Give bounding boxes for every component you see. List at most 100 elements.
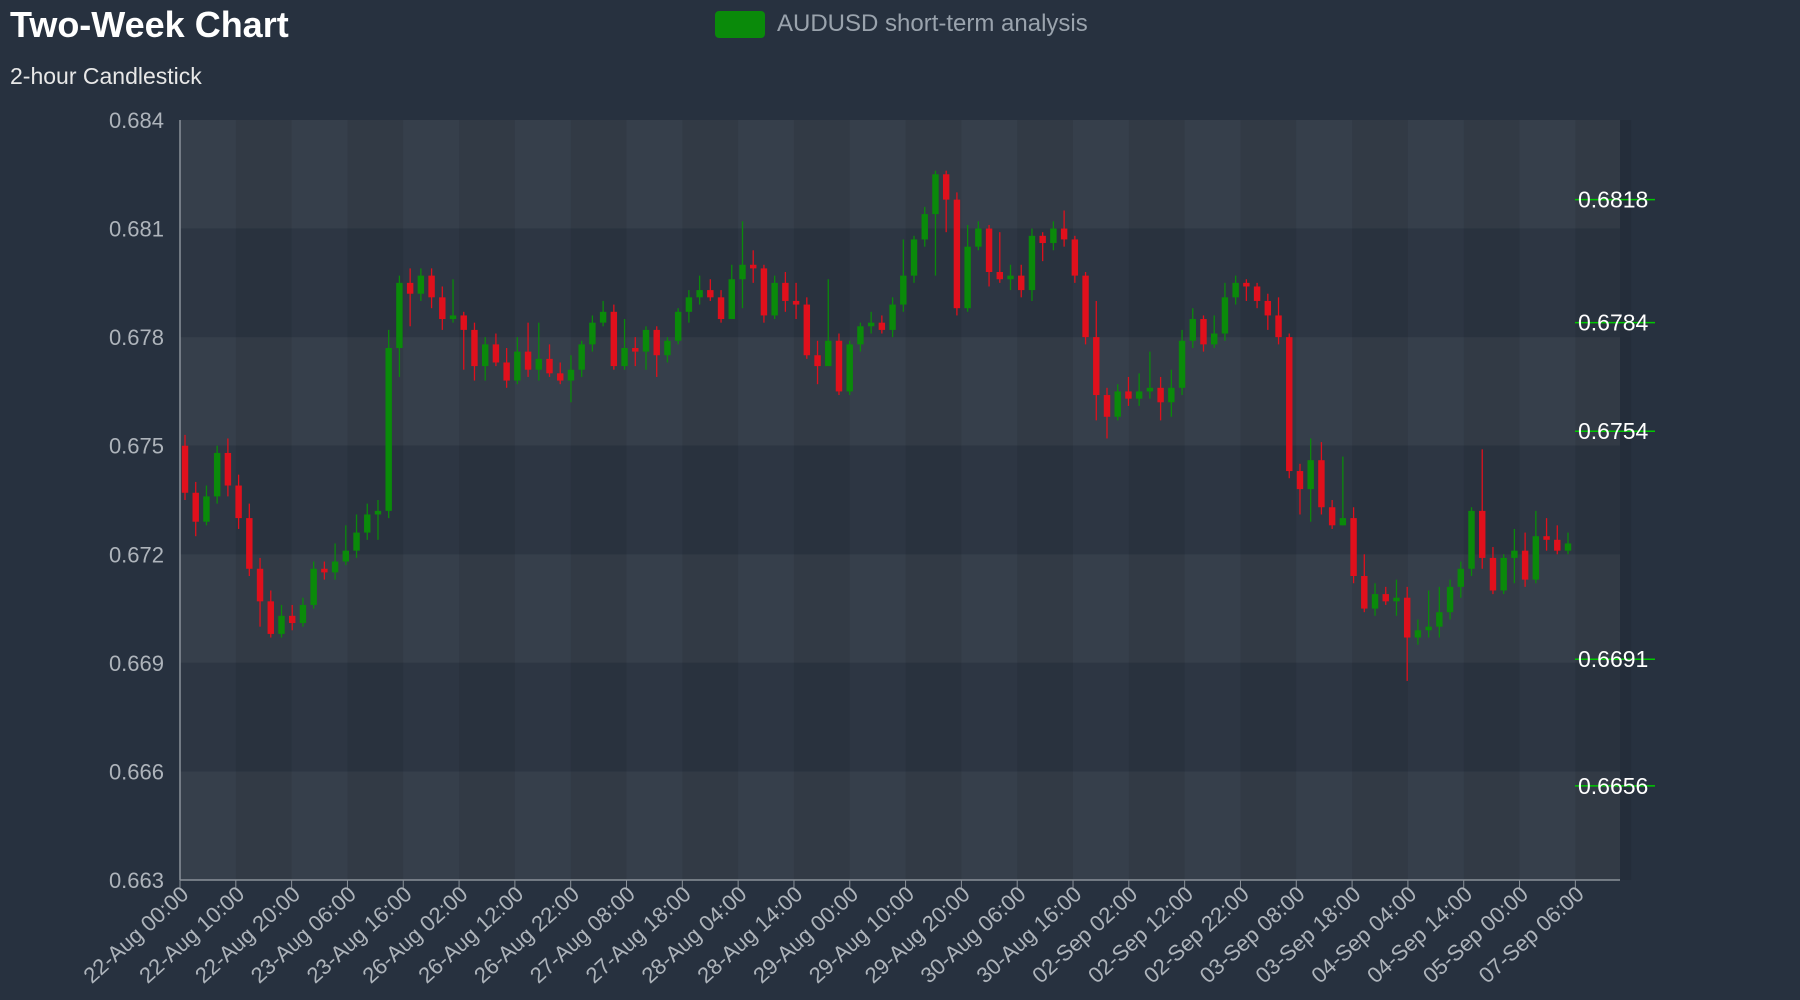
candle-body (953, 199, 961, 309)
candle-body (299, 604, 307, 624)
candle-body (1264, 300, 1272, 316)
candle-body (460, 315, 467, 330)
candle-body (996, 272, 1004, 280)
candle-body (1382, 594, 1389, 602)
candle-body (1103, 395, 1111, 417)
y-tick-label: 0.663 (109, 868, 164, 893)
candle-body (567, 369, 575, 381)
candle-body (278, 615, 285, 634)
candle-body (310, 568, 317, 605)
candle-body (696, 290, 703, 298)
candle-body (385, 348, 392, 511)
candle-body (1135, 391, 1143, 399)
candle-body (1007, 275, 1014, 280)
candle-body (235, 485, 242, 519)
candle-body (857, 326, 864, 345)
level-label: 0.6754 (1578, 418, 1649, 444)
vertical-band (1128, 120, 1185, 880)
candle-body (1361, 576, 1368, 609)
candle-body (610, 311, 618, 367)
y-tick-label: 0.672 (109, 542, 164, 567)
candle-body (578, 344, 585, 370)
candle-body (492, 344, 500, 363)
candle-body (1028, 235, 1036, 291)
candle-body (1511, 550, 1518, 558)
candle-body (932, 174, 939, 215)
vertical-band (793, 120, 850, 880)
candle-body (557, 373, 564, 381)
level-label: 0.6691 (1578, 646, 1648, 672)
plot-band (180, 120, 1620, 229)
candle-body (1307, 460, 1314, 490)
candle-body (1039, 235, 1046, 244)
candle-body (975, 228, 982, 247)
candle-body (589, 322, 596, 345)
vertical-band (1240, 120, 1297, 880)
candle-body (599, 311, 607, 323)
candle-body (546, 358, 553, 374)
candle-body (900, 275, 907, 305)
candle-body (1221, 297, 1229, 334)
candle-body (364, 514, 371, 533)
candle-body (396, 282, 403, 348)
candle-body (181, 445, 189, 493)
candle-body (707, 290, 714, 298)
candle-body (439, 297, 446, 320)
candle-body (428, 275, 435, 298)
candle-body (985, 228, 993, 272)
candle-body (621, 348, 628, 367)
candle-body (1446, 586, 1454, 613)
candle-body (535, 358, 543, 370)
legend[interactable]: AUDUSD short-term analysis (715, 10, 1088, 38)
candle-body (353, 532, 360, 551)
candle-body (835, 340, 843, 392)
y-tick-label: 0.666 (109, 759, 164, 784)
candle-body (471, 329, 478, 367)
candle-body (192, 492, 199, 522)
candle-body (1253, 286, 1261, 301)
candle-body (1468, 510, 1475, 569)
candle-body (814, 355, 821, 367)
candle-body (674, 311, 682, 341)
candle-body (267, 601, 274, 634)
candle-body (910, 239, 918, 276)
candle-body (1436, 612, 1443, 627)
candle-body (1114, 391, 1121, 417)
candle-body (728, 279, 735, 320)
vertical-band (1463, 120, 1520, 880)
candle-body (632, 348, 639, 352)
plot-band (180, 445, 1620, 555)
candle-body (1243, 282, 1250, 287)
candle-body (653, 329, 660, 356)
vertical-band (459, 120, 515, 880)
candle-body (942, 174, 950, 200)
candle-body (1564, 543, 1572, 551)
vertical-band (682, 120, 739, 880)
candle-body (1071, 239, 1079, 276)
candle-body (1425, 626, 1432, 631)
candle-body (846, 344, 853, 392)
candle-body (331, 561, 339, 573)
candle-body (1146, 387, 1154, 392)
level-label: 0.6656 (1578, 773, 1648, 799)
legend-swatch[interactable] (715, 10, 765, 38)
candle-body (1210, 333, 1218, 345)
candle-body (1500, 557, 1507, 591)
legend-label[interactable]: AUDUSD short-term analysis (777, 10, 1088, 37)
plot-band (180, 554, 1620, 663)
candle-body (685, 297, 693, 312)
candle-body (1318, 460, 1325, 508)
candle-body (213, 452, 221, 497)
candle-body (1296, 471, 1304, 490)
candle-body (1018, 275, 1025, 291)
candle-body (1178, 340, 1186, 388)
vertical-band (1575, 120, 1632, 880)
candle-body (503, 362, 510, 381)
chart-subtitle: 2-hour Candlestick (10, 63, 202, 89)
plot-band (180, 771, 1620, 880)
y-tick-label: 0.675 (109, 434, 164, 459)
candle-body (1125, 391, 1132, 399)
candle-body (288, 615, 296, 624)
